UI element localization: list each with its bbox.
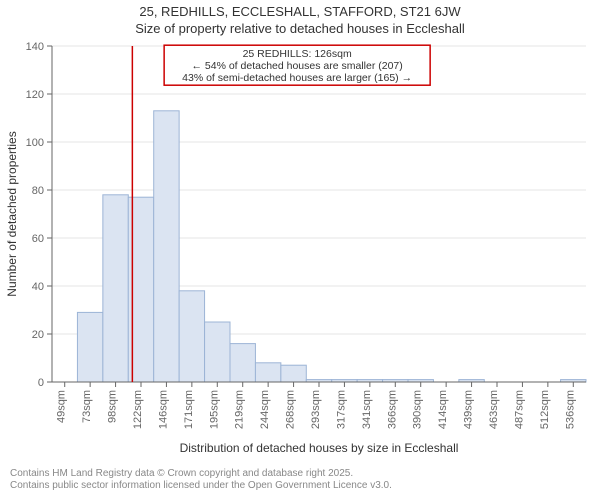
footer-line-1: Contains HM Land Registry data © Crown c… — [10, 468, 600, 481]
x-tick-label: 414sqm — [437, 390, 449, 429]
x-tick-label: 98sqm — [107, 390, 119, 423]
annotation-text: 43% of semi-detached houses are larger (… — [182, 72, 412, 84]
y-tick-label: 20 — [32, 329, 44, 341]
x-tick-label: 73sqm — [81, 390, 93, 423]
y-axis-label: Number of detached properties — [5, 131, 19, 296]
histogram-bar — [77, 312, 102, 382]
histogram-bar — [154, 111, 179, 382]
x-tick-label: 268sqm — [285, 390, 297, 429]
x-tick-label: 171sqm — [183, 390, 195, 429]
x-tick-label: 536sqm — [564, 390, 576, 429]
y-tick-label: 0 — [38, 377, 44, 389]
x-tick-label: 49sqm — [56, 390, 68, 423]
x-tick-label: 219sqm — [234, 390, 246, 429]
x-tick-label: 317sqm — [335, 390, 347, 429]
x-tick-label: 244sqm — [259, 390, 271, 429]
annotation-text: ← 54% of detached houses are smaller (20… — [191, 60, 402, 72]
y-tick-label: 60 — [32, 233, 44, 245]
footer-line-2: Contains public sector information licen… — [10, 480, 600, 493]
x-tick-label: 146sqm — [157, 390, 169, 429]
y-tick-label: 100 — [26, 137, 44, 149]
x-tick-label: 122sqm — [132, 390, 144, 429]
y-tick-label: 140 — [26, 41, 44, 53]
x-tick-label: 341sqm — [361, 390, 373, 429]
histogram-bar — [230, 343, 255, 381]
x-tick-label: 195sqm — [208, 390, 220, 429]
histogram-bar — [281, 365, 306, 382]
histogram-bar — [255, 363, 280, 382]
y-tick-label: 40 — [32, 281, 44, 293]
x-tick-label: 487sqm — [513, 390, 525, 429]
histogram-bar — [103, 195, 128, 382]
histogram-bar — [205, 322, 230, 382]
page-subtitle: Size of property relative to detached ho… — [0, 21, 600, 38]
x-tick-label: 439sqm — [463, 390, 475, 429]
x-tick-label: 293sqm — [310, 390, 322, 429]
x-tick-label: 366sqm — [386, 390, 398, 429]
histogram-bar — [179, 291, 204, 382]
y-tick-label: 80 — [32, 185, 44, 197]
x-tick-label: 390sqm — [412, 390, 424, 429]
x-tick-label: 512sqm — [539, 390, 551, 429]
annotation-text: 25 REDHILLS: 126sqm — [243, 48, 352, 60]
x-tick-label: 463sqm — [488, 390, 500, 429]
histogram-chart: 0 20 40 60 80 100 120 140 49sqm 73sqm 98sqm 122sqm 1… — [0, 38, 600, 468]
page-title: 25, REDHILLS, ECCLESHALL, STAFFORD, ST21… — [0, 0, 600, 21]
y-tick-label: 120 — [26, 89, 44, 101]
x-axis-label: Distribution of detached houses by size … — [180, 441, 459, 455]
